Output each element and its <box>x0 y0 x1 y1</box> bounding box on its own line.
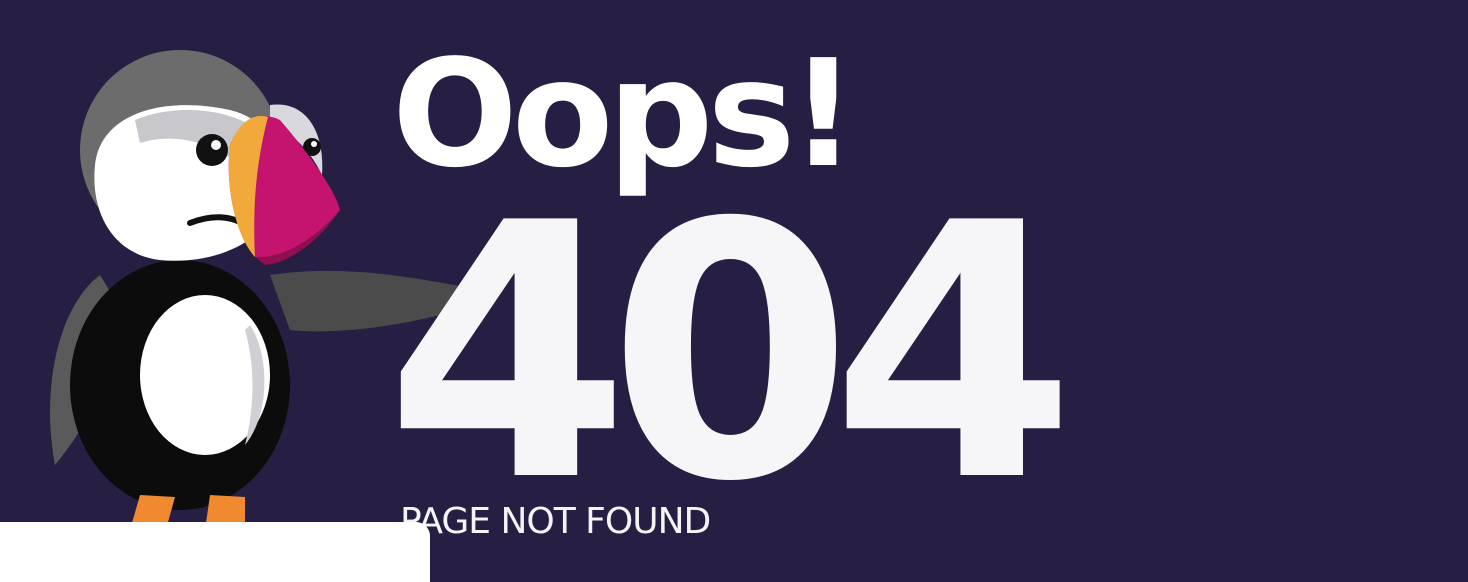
oops-heading: Oops! <box>392 28 857 200</box>
puffin-mascot-icon <box>50 50 465 533</box>
bottom-panel <box>0 522 430 582</box>
error-code: 404 <box>385 149 1076 559</box>
page-not-found-message: PAGE NOT FOUND <box>400 501 711 542</box>
error-page: Oops! 404 PAGE NOT FOUND <box>0 28 1076 582</box>
